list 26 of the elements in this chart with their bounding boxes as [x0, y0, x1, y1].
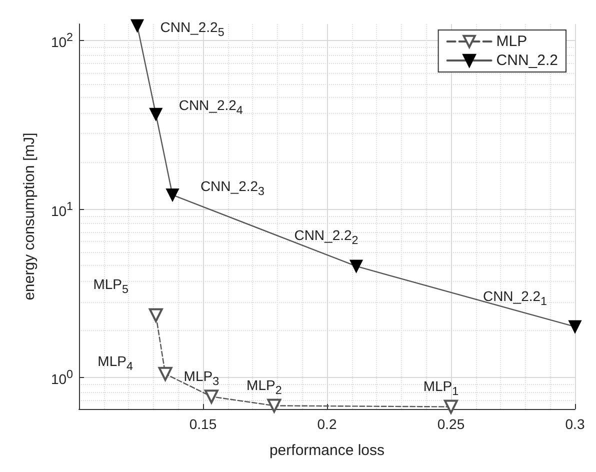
y-tick-label: 10$^{2}$	[50, 30, 73, 50]
y-axis-title: energy consumption [mJ]	[21, 132, 38, 300]
annotation: CNN_2.2$_{5}$	[160, 18, 224, 41]
point	[267, 398, 282, 413]
annotation: CNN_2.2$_{1}$	[482, 288, 548, 310]
point	[204, 390, 218, 404]
annotation: CNN_2.2$_{2}$	[294, 227, 358, 250]
x-tick-label: 0.2	[317, 416, 337, 432]
annotation: MLP$_{1}$	[423, 378, 459, 400]
point	[148, 308, 163, 322]
y-tick-label: 10$^{1}$	[50, 199, 73, 219]
annotation: MLP$_{4}$	[98, 352, 133, 375]
point	[158, 366, 172, 381]
x-tick-label: 0.25	[437, 416, 465, 432]
annotation: CNN_2.2$_{3}$	[200, 178, 265, 200]
x-tick-label: 0.15	[189, 416, 217, 432]
annotation: MLP$_{5}$	[93, 276, 129, 298]
legend-label: CNN_2.2	[496, 52, 558, 69]
x-tick-label: 0.3	[565, 416, 585, 432]
legend-label: MLP	[496, 33, 528, 50]
x-axis-title: performance loss	[269, 442, 385, 459]
annotation: MLP$_{3}$	[184, 368, 220, 390]
point	[444, 400, 458, 414]
annotation: CNN_2.2$_{4}$	[178, 97, 243, 120]
annotation: MLP$_{2}$	[246, 376, 282, 399]
y-tick-label: 10$^{0}$	[50, 368, 73, 388]
